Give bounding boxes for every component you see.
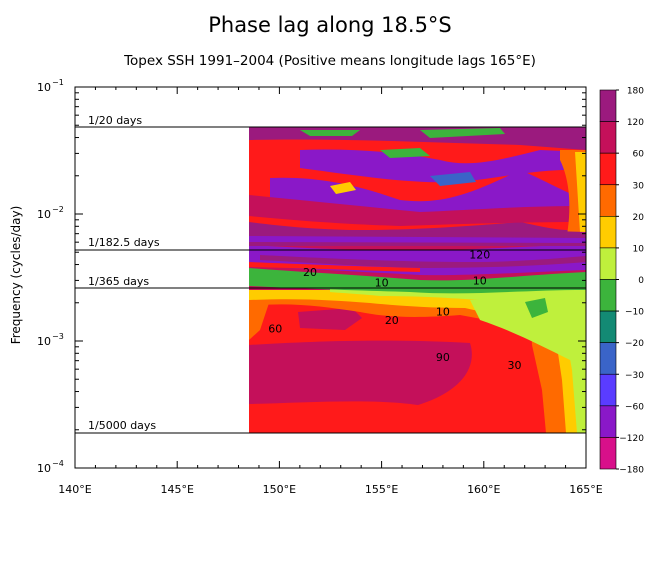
region-green-top bbox=[300, 130, 360, 136]
colorbar-swatch bbox=[599, 89, 617, 122]
y-tick-label-base: 10 bbox=[37, 462, 51, 475]
colorbar-swatch bbox=[599, 437, 617, 470]
x-tick-label: 140°E bbox=[58, 483, 91, 496]
colorbar-label: −10 bbox=[625, 308, 644, 318]
region-orange-left bbox=[249, 300, 270, 340]
colorbar-swatch bbox=[599, 216, 617, 249]
contour-label: 30 bbox=[507, 359, 521, 372]
region-green-swirl bbox=[380, 148, 430, 158]
colorbar-swatch bbox=[599, 342, 617, 375]
contour-label: 90 bbox=[436, 351, 450, 364]
region-yellow-swirl bbox=[330, 182, 356, 194]
x-tick-label: 150°E bbox=[263, 483, 296, 496]
x-tick-label: 145°E bbox=[160, 483, 193, 496]
colorbar-swatch bbox=[599, 279, 617, 312]
region-green-band bbox=[249, 268, 586, 294]
contour-label: 60 bbox=[268, 322, 282, 335]
contour-label: 10 bbox=[375, 276, 389, 289]
colorbar-label: −60 bbox=[625, 402, 644, 412]
region-purple-swirl-2 bbox=[300, 149, 586, 183]
y-axis-label: Frequency (cycles/day) bbox=[9, 206, 23, 345]
colorbar-label: 30 bbox=[633, 181, 645, 191]
ref-label-5000-days: 1/5000 days bbox=[88, 419, 156, 432]
colorbar-swatch bbox=[599, 405, 617, 438]
contour-label: 20 bbox=[303, 266, 317, 279]
contour-label: 20 bbox=[385, 314, 399, 327]
colorbar-label: 60 bbox=[633, 150, 645, 160]
colorbar-label: −120 bbox=[619, 434, 644, 444]
x-tick-label: 160°E bbox=[467, 483, 500, 496]
colorbar-label: 0 bbox=[638, 276, 644, 286]
contour-label: 120 bbox=[469, 248, 490, 261]
colorbar-swatch bbox=[599, 373, 617, 407]
region-green-top-2 bbox=[420, 128, 505, 138]
contour-label: 10 bbox=[436, 306, 450, 319]
colorbar-label: −20 bbox=[625, 339, 644, 349]
colorbar-label: 180 bbox=[627, 87, 644, 97]
region-blue-swirl bbox=[430, 172, 476, 186]
colorbar-label: 20 bbox=[633, 213, 645, 223]
colorbar-swatch bbox=[599, 247, 617, 280]
y-axis: 10−110−210−310−4 bbox=[37, 78, 586, 475]
colorbar: 180 120 60 30 20 10 0 −10 −20 −30 −60 −120 −180 bbox=[599, 87, 645, 476]
reference-lines: 1/20 days 1/182.5 days 1/365 days 1/5000… bbox=[75, 114, 586, 434]
y-tick-label-base: 10 bbox=[37, 81, 51, 94]
y-tick-label-exp: −2 bbox=[52, 205, 64, 214]
x-tick-label: 165°E bbox=[569, 483, 602, 496]
chart-title: Phase lag along 18.5°S bbox=[208, 13, 452, 37]
colorbar-swatch bbox=[599, 152, 617, 186]
region-purple-swirl-1 bbox=[270, 170, 586, 216]
contour-labels: 10 20 60 90 30 10 10 20 120 bbox=[268, 248, 521, 371]
region-crimson-low bbox=[249, 340, 472, 405]
x-axis: 140°E 145°E 150°E 155°E 160°E 165°E bbox=[58, 87, 603, 496]
ref-label-365-days: 1/365 days bbox=[88, 275, 149, 288]
y-tick-label-base: 10 bbox=[37, 335, 51, 348]
contour-label: 10 bbox=[473, 274, 487, 287]
ref-label-182-days: 1/182.5 days bbox=[88, 236, 160, 249]
colorbar-swatch bbox=[599, 310, 617, 343]
colorbar-swatch bbox=[599, 121, 617, 154]
region-yellow-right-edge bbox=[575, 152, 586, 232]
ref-label-20-days: 1/20 days bbox=[88, 114, 142, 127]
y-tick-label-base: 10 bbox=[37, 208, 51, 221]
plot-frame bbox=[74, 86, 587, 469]
region-green-blob bbox=[525, 298, 548, 318]
phase-field bbox=[249, 127, 586, 433]
y-tick-label-exp: −4 bbox=[52, 459, 64, 468]
y-tick-label-exp: −1 bbox=[52, 78, 64, 87]
colorbar-label: −180 bbox=[619, 466, 644, 476]
region-red-streak-1 bbox=[249, 262, 420, 272]
region-lime-right-tongue bbox=[470, 296, 586, 360]
region-crimson-swirl bbox=[249, 195, 586, 226]
region-crimson-mid bbox=[298, 308, 362, 330]
colorbar-label: 10 bbox=[633, 244, 645, 254]
y-tick-label-exp: −3 bbox=[52, 332, 64, 341]
colorbar-label: 120 bbox=[627, 118, 644, 128]
chart-subtitle: Topex SSH 1991–2004 (Positive means long… bbox=[123, 53, 536, 69]
colorbar-swatch bbox=[599, 184, 617, 217]
region-purple-streak bbox=[260, 255, 586, 268]
region-purple-hf-stripe bbox=[249, 236, 586, 243]
colorbar-label: −30 bbox=[625, 371, 644, 381]
x-tick-label: 155°E bbox=[365, 483, 398, 496]
